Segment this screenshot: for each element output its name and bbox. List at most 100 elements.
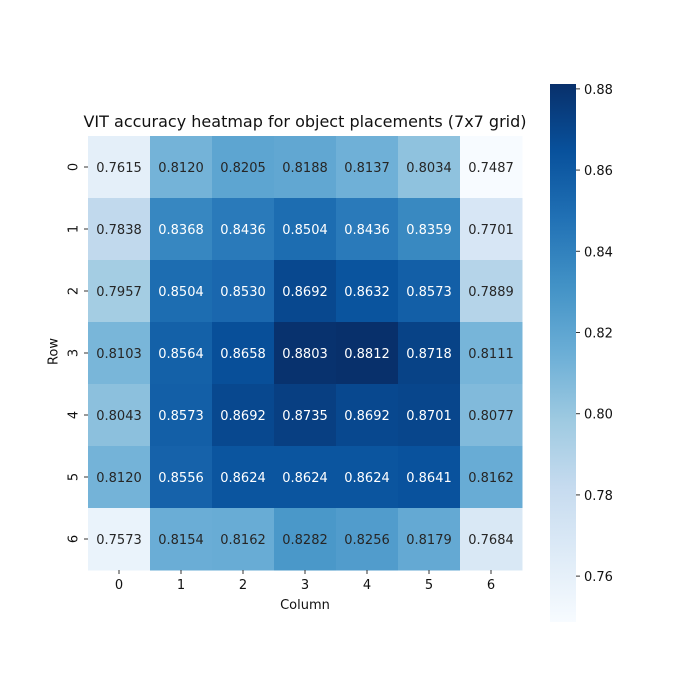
colorbar <box>550 84 576 622</box>
heatmap-cell <box>460 384 523 447</box>
x-axis-title: Column <box>280 598 330 613</box>
heatmap-cells: 0.7615 0.8120 0.8205 0.8188 0.8137 0.8034 0.74… <box>88 136 523 571</box>
cell-value-label: 0.7573 <box>96 533 142 548</box>
cell-value-label: 0.8530 <box>220 285 266 300</box>
cell-value-label: 0.7838 <box>96 223 142 238</box>
y-tick-label: 6 <box>67 535 82 543</box>
heatmap-cell <box>460 260 523 323</box>
cell-value-label: 0.8077 <box>468 409 514 424</box>
x-tick-label: 6 <box>487 578 495 593</box>
cell-value-label: 0.8692 <box>344 409 390 424</box>
cell-value-label: 0.8359 <box>406 223 452 238</box>
y-tick-label: 5 <box>67 473 82 481</box>
colorbar-tick-label: 0.88 <box>584 83 613 98</box>
cell-value-label: 0.7701 <box>468 223 514 238</box>
colorbar-tick-label: 0.86 <box>584 164 613 179</box>
heatmap-cell <box>212 384 275 447</box>
cell-value-label: 0.7957 <box>96 285 142 300</box>
colorbar-tick-label: 0.82 <box>584 326 613 341</box>
heatmap-cell <box>88 198 151 261</box>
heatmap-cell <box>212 322 275 385</box>
heatmap-cell <box>274 198 337 261</box>
heatmap-cell <box>398 198 461 261</box>
y-tick-label: 3 <box>67 349 82 357</box>
heatmap-cell <box>460 136 523 199</box>
x-tick-label: 1 <box>177 578 185 593</box>
cell-value-label: 0.8111 <box>468 347 514 362</box>
cell-value-label: 0.8162 <box>220 533 266 548</box>
cell-value-label: 0.8692 <box>220 409 266 424</box>
heatmap-cell <box>336 322 399 385</box>
heatmap-cell <box>274 136 337 199</box>
cell-value-label: 0.7889 <box>468 285 514 300</box>
heatmap-cell <box>88 260 151 323</box>
colorbar-tick-label: 0.76 <box>584 570 613 585</box>
cell-value-label: 0.8504 <box>158 285 204 300</box>
heatmap-cell <box>150 508 213 571</box>
colorbar-tick-label: 0.84 <box>584 245 613 260</box>
cell-value-label: 0.8162 <box>468 471 514 486</box>
heatmap-cell <box>150 136 213 199</box>
y-axis-ticks: 0 1 2 3 4 5 6 <box>67 163 88 543</box>
heatmap-cell <box>336 384 399 447</box>
y-tick-label: 4 <box>67 411 82 419</box>
cell-value-label: 0.8120 <box>96 471 142 486</box>
cell-value-label: 0.8624 <box>282 471 328 486</box>
x-tick-label: 2 <box>239 578 247 593</box>
cell-value-label: 0.8658 <box>220 347 266 362</box>
cell-value-label: 0.7487 <box>468 161 514 176</box>
cell-value-label: 0.8179 <box>406 533 452 548</box>
cell-value-label: 0.8154 <box>158 533 204 548</box>
cell-value-label: 0.8573 <box>406 285 452 300</box>
cell-value-label: 0.8205 <box>220 161 266 176</box>
cell-value-label: 0.8137 <box>344 161 390 176</box>
cell-value-label: 0.8573 <box>158 409 204 424</box>
heatmap-cell <box>274 446 337 509</box>
heatmap-cell <box>336 136 399 199</box>
heatmap-cell <box>460 322 523 385</box>
cell-value-label: 0.8282 <box>282 533 328 548</box>
cell-value-label: 0.8701 <box>406 409 452 424</box>
cell-value-label: 0.8624 <box>344 471 390 486</box>
heatmap-cell <box>88 508 151 571</box>
cell-value-label: 0.8556 <box>158 471 204 486</box>
y-tick-label: 2 <box>67 287 82 295</box>
heatmap-cell <box>212 508 275 571</box>
heatmap-cell <box>274 260 337 323</box>
heatmap-cell <box>336 198 399 261</box>
heatmap-cell <box>398 384 461 447</box>
heatmap-cell <box>212 260 275 323</box>
cell-value-label: 0.8436 <box>220 223 266 238</box>
heatmap-cell <box>336 260 399 323</box>
x-tick-label: 0 <box>115 578 123 593</box>
heatmap-cell <box>88 384 151 447</box>
heatmap-cell <box>150 322 213 385</box>
cell-value-label: 0.8624 <box>220 471 266 486</box>
heatmap-cell <box>150 260 213 323</box>
cell-value-label: 0.8504 <box>282 223 328 238</box>
cell-value-label: 0.8812 <box>344 347 390 362</box>
heatmap-cell <box>274 508 337 571</box>
cell-value-label: 0.8641 <box>406 471 452 486</box>
heatmap-cell <box>88 136 151 199</box>
colorbar-ticks: 0.76 0.78 0.80 0.82 0.84 0.86 0.88 <box>576 83 613 585</box>
cell-value-label: 0.8103 <box>96 347 142 362</box>
cell-value-label: 0.8043 <box>96 409 142 424</box>
heatmap-cell <box>398 322 461 385</box>
x-tick-label: 4 <box>363 578 371 593</box>
y-tick-label: 1 <box>67 225 82 233</box>
cell-value-label: 0.8034 <box>406 161 452 176</box>
x-tick-label: 3 <box>301 578 309 593</box>
cell-value-label: 0.8718 <box>406 347 452 362</box>
heatmap-cell <box>88 322 151 385</box>
heatmap-cell <box>150 384 213 447</box>
heatmap-cell <box>88 446 151 509</box>
heatmap-cell <box>336 508 399 571</box>
colorbar-tick-label: 0.78 <box>584 489 613 504</box>
heatmap-cell <box>150 446 213 509</box>
cell-value-label: 0.8368 <box>158 223 204 238</box>
cell-value-label: 0.8735 <box>282 409 328 424</box>
heatmap-cell <box>336 446 399 509</box>
heatmap-cell <box>212 198 275 261</box>
